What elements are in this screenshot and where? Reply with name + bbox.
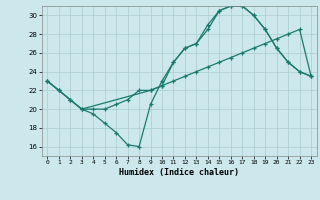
X-axis label: Humidex (Indice chaleur): Humidex (Indice chaleur) [119, 168, 239, 177]
